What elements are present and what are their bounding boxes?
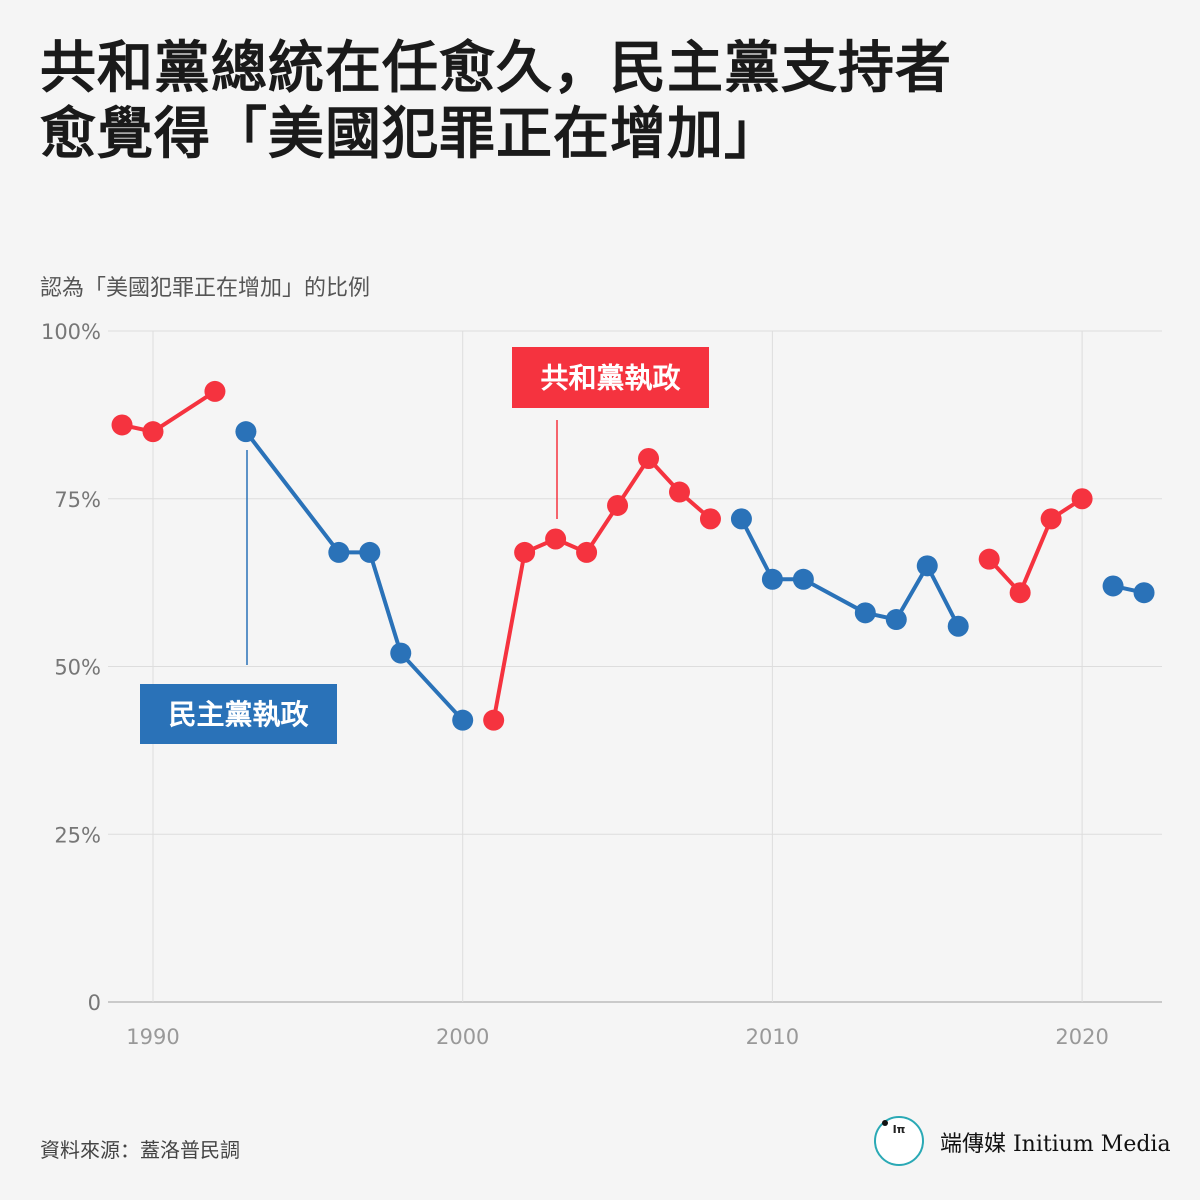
source-note: 資料來源：蓋洛普民調 <box>40 1138 240 1162</box>
democrat-series-line <box>244 430 465 722</box>
x-tick-label: 2020 <box>1055 1025 1108 1049</box>
republican-data-point <box>483 709 505 731</box>
republican-series-line <box>121 389 217 434</box>
republican-data-point <box>699 508 721 530</box>
y-tick-label: 50% <box>54 656 101 680</box>
initium-logo-icon: Iπ <box>874 1116 924 1166</box>
annotation-box <box>140 684 337 744</box>
republican-data-point <box>1071 488 1093 510</box>
democrat-data-point <box>359 541 381 563</box>
republican-data-point <box>638 447 660 469</box>
democrat-data-point <box>730 508 752 530</box>
republican-data-point <box>978 548 1000 570</box>
chart-title: 共和黨總統在任愈久，民主黨支持者 愈覺得「美國犯罪正在增加」 <box>40 36 1160 168</box>
chart-title-line-1: 共和黨總統在任愈久，民主黨支持者 <box>40 36 952 101</box>
y-tick-label: 0 <box>88 991 101 1015</box>
republican-data-point <box>1009 582 1031 604</box>
y-tick-label: 25% <box>54 823 101 847</box>
y-axis-title: 認為「美國犯罪正在增加」的比例 <box>40 276 371 301</box>
republican-data-point <box>142 421 164 443</box>
logo-dot <box>882 1120 888 1126</box>
x-tick-label: 2000 <box>436 1025 489 1049</box>
democrat-data-point <box>328 541 350 563</box>
republican-data-point <box>111 414 133 436</box>
republican-data-point <box>1040 508 1062 530</box>
democrat-data-point <box>1102 575 1124 597</box>
republican-data-point <box>204 380 226 402</box>
annotation-box <box>512 347 709 408</box>
republican-data-point <box>576 541 598 563</box>
democrat-data-point <box>452 709 474 731</box>
y-tick-label: 100% <box>41 320 101 344</box>
x-tick-label: 1990 <box>126 1025 179 1049</box>
y-tick-label: 75% <box>54 488 101 512</box>
republican-data-point <box>545 528 567 550</box>
democrat-data-point <box>235 421 257 443</box>
republican-series-line <box>987 497 1084 595</box>
republican-data-point <box>607 494 629 516</box>
chart-title-line-2: 愈覺得「美國犯罪正在增加」 <box>40 102 781 167</box>
democrat-data-point <box>916 555 938 577</box>
republican-data-point <box>668 481 690 503</box>
annotation-label: 民主黨執政 <box>168 698 308 731</box>
democrat-data-point <box>390 642 412 664</box>
democrat-data-point <box>1133 582 1155 604</box>
logo-text: 端傳媒 Initium Media <box>940 1132 1171 1157</box>
x-tick-label: 2010 <box>746 1025 799 1049</box>
republican-data-point <box>514 541 536 563</box>
democrat-data-point <box>885 609 907 631</box>
democrat-data-point <box>854 602 876 624</box>
annotation-label: 共和黨執政 <box>540 362 680 395</box>
democrat-data-point <box>947 615 969 637</box>
democrat-data-point <box>792 568 814 590</box>
democrat-data-point <box>761 568 783 590</box>
initium-logo: Iπ 端傳媒 Initium Media <box>874 1116 1174 1172</box>
logo-mark: Iπ <box>892 1123 906 1136</box>
